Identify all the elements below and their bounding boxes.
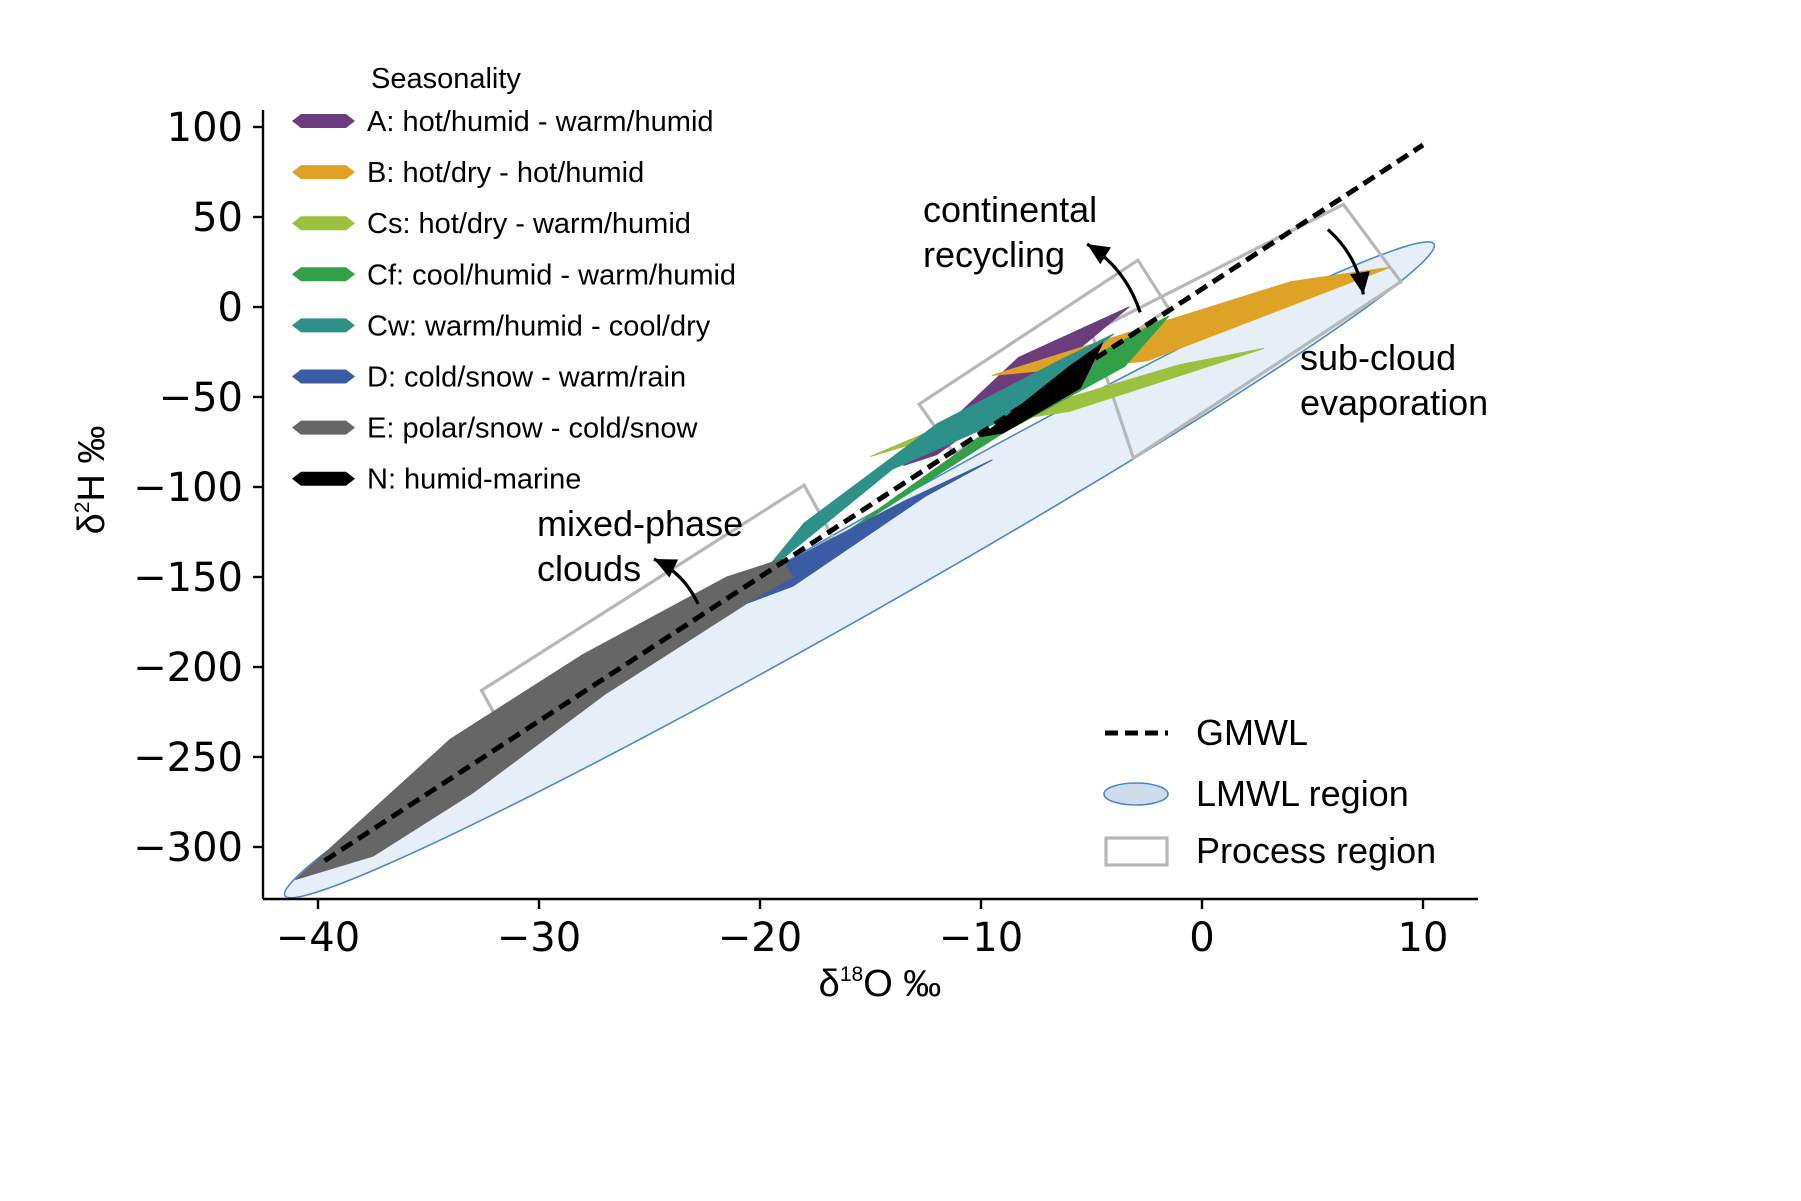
legend-swatch-d <box>292 369 355 384</box>
annotation-layer: mixed-phase clouds continental recycling sub… <box>537 189 1488 605</box>
legend-swatch-cf <box>292 267 355 282</box>
legend-label-cw: Cw: warm/humid - cool/dry <box>367 310 711 342</box>
mixed-phase-clouds-label-line-2: clouds <box>537 548 641 589</box>
legend-label-e: E: polar/snow - cold/snow <box>367 413 698 445</box>
process-legend: GMWL LMWL region Process region <box>1103 712 1436 871</box>
legend-label-lmwl-region: LMWL region <box>1196 773 1409 814</box>
mixed-phase-clouds-label-line-1: mixed-phase <box>537 503 743 544</box>
y-tick-label: −250 <box>133 735 243 781</box>
series-n-polygon <box>980 342 1104 438</box>
sub-cloud-evaporation-label-line-1: sub-cloud <box>1300 337 1456 378</box>
mixed-phase-clouds-arrow-head <box>653 559 679 578</box>
axes-layer <box>261 110 1478 901</box>
legend-swatch-a <box>292 114 355 128</box>
x-tick-label: −10 <box>939 915 1023 961</box>
x-axis-title-rest: O ‰ <box>863 963 941 1005</box>
sub-cloud-evaporation-label-line-2: evaporation <box>1300 382 1488 423</box>
x-tick-label: 10 <box>1398 915 1449 961</box>
continental-recycling-arrow-head <box>1087 244 1112 265</box>
seasonality-legend-title: Seasonality <box>371 63 521 95</box>
legend-label-gmwl: GMWL <box>1196 712 1308 753</box>
legend-swatch-cw <box>292 318 355 333</box>
series-cw-polygon <box>759 333 1115 578</box>
process-region-3 <box>1089 202 1404 461</box>
legend-swatch-e <box>292 420 355 435</box>
sub-cloud-evaporation-label: sub-cloud evaporation <box>1300 337 1488 423</box>
legend-label-cs: Cs: hot/dry - warm/humid <box>367 208 691 240</box>
legend-label-b: B: hot/dry - hot/humid <box>367 157 644 189</box>
y-axis-title-rest: H ‰ <box>71 426 113 502</box>
y-tick-label: −200 <box>133 645 243 691</box>
legend-swatch-b <box>292 165 355 180</box>
y-tick-label: −100 <box>133 465 243 511</box>
legend-label-d: D: cold/snow - warm/rain <box>367 362 686 394</box>
mixed-phase-clouds-label: mixed-phase clouds <box>537 503 743 589</box>
x-axis-title-sup: 18 <box>840 963 863 986</box>
tick-layer: −40 −30 −20 −10 0 10100500−50−100−150−200−250… <box>133 105 1448 961</box>
x-tick-label: −40 <box>276 915 360 961</box>
legend-label-a: A: hot/humid - warm/humid <box>367 106 714 138</box>
series-cs-polygon <box>870 347 1265 457</box>
y-tick-label: −150 <box>133 555 243 601</box>
lmwl-region-layer <box>283 241 1436 899</box>
x-axis-title: δ18O ‰ <box>819 963 942 1005</box>
legend-process-swatch <box>1104 836 1169 867</box>
legend-lmwl-swatch <box>1103 782 1169 806</box>
legend-swatch-cs <box>292 216 355 231</box>
y-tick-label: 50 <box>192 195 243 241</box>
x-tick-label: −20 <box>718 915 802 961</box>
seasonality-legend: Seasonality A: hot/humid - warm/humid B: … <box>292 63 736 496</box>
y-tick-label: 100 <box>167 105 243 151</box>
continental-recycling-label-line-1: continental <box>923 189 1097 230</box>
x-axis-title-base: δ <box>819 963 840 1005</box>
legend-label-cf: Cf: cool/humid - warm/humid <box>367 259 736 291</box>
legend-swatch-n <box>292 471 355 486</box>
y-axis-title-sup: 2 <box>71 502 94 514</box>
continental-recycling-label-line-2: recycling <box>923 234 1065 275</box>
y-axis-title: δ2H ‰ <box>71 426 113 535</box>
x-tick-label: 0 <box>1189 915 1214 961</box>
legend-label-process-region: Process region <box>1196 830 1436 871</box>
x-tick-label: −30 <box>497 915 581 961</box>
legend-label-n: N: humid-marine <box>367 464 581 496</box>
continental-recycling-label: continental recycling <box>923 189 1097 275</box>
sub-cloud-evaporation-arrow-head <box>1350 271 1370 295</box>
gmwl-layer <box>323 142 1425 863</box>
y-axis-title-base: δ <box>71 513 113 534</box>
gmwl-line <box>323 142 1425 863</box>
y-tick-label: −300 <box>133 825 243 871</box>
lmwl-region-ellipse <box>283 241 1436 899</box>
y-tick-label: 0 <box>218 285 243 331</box>
y-tick-label: −50 <box>159 375 243 421</box>
